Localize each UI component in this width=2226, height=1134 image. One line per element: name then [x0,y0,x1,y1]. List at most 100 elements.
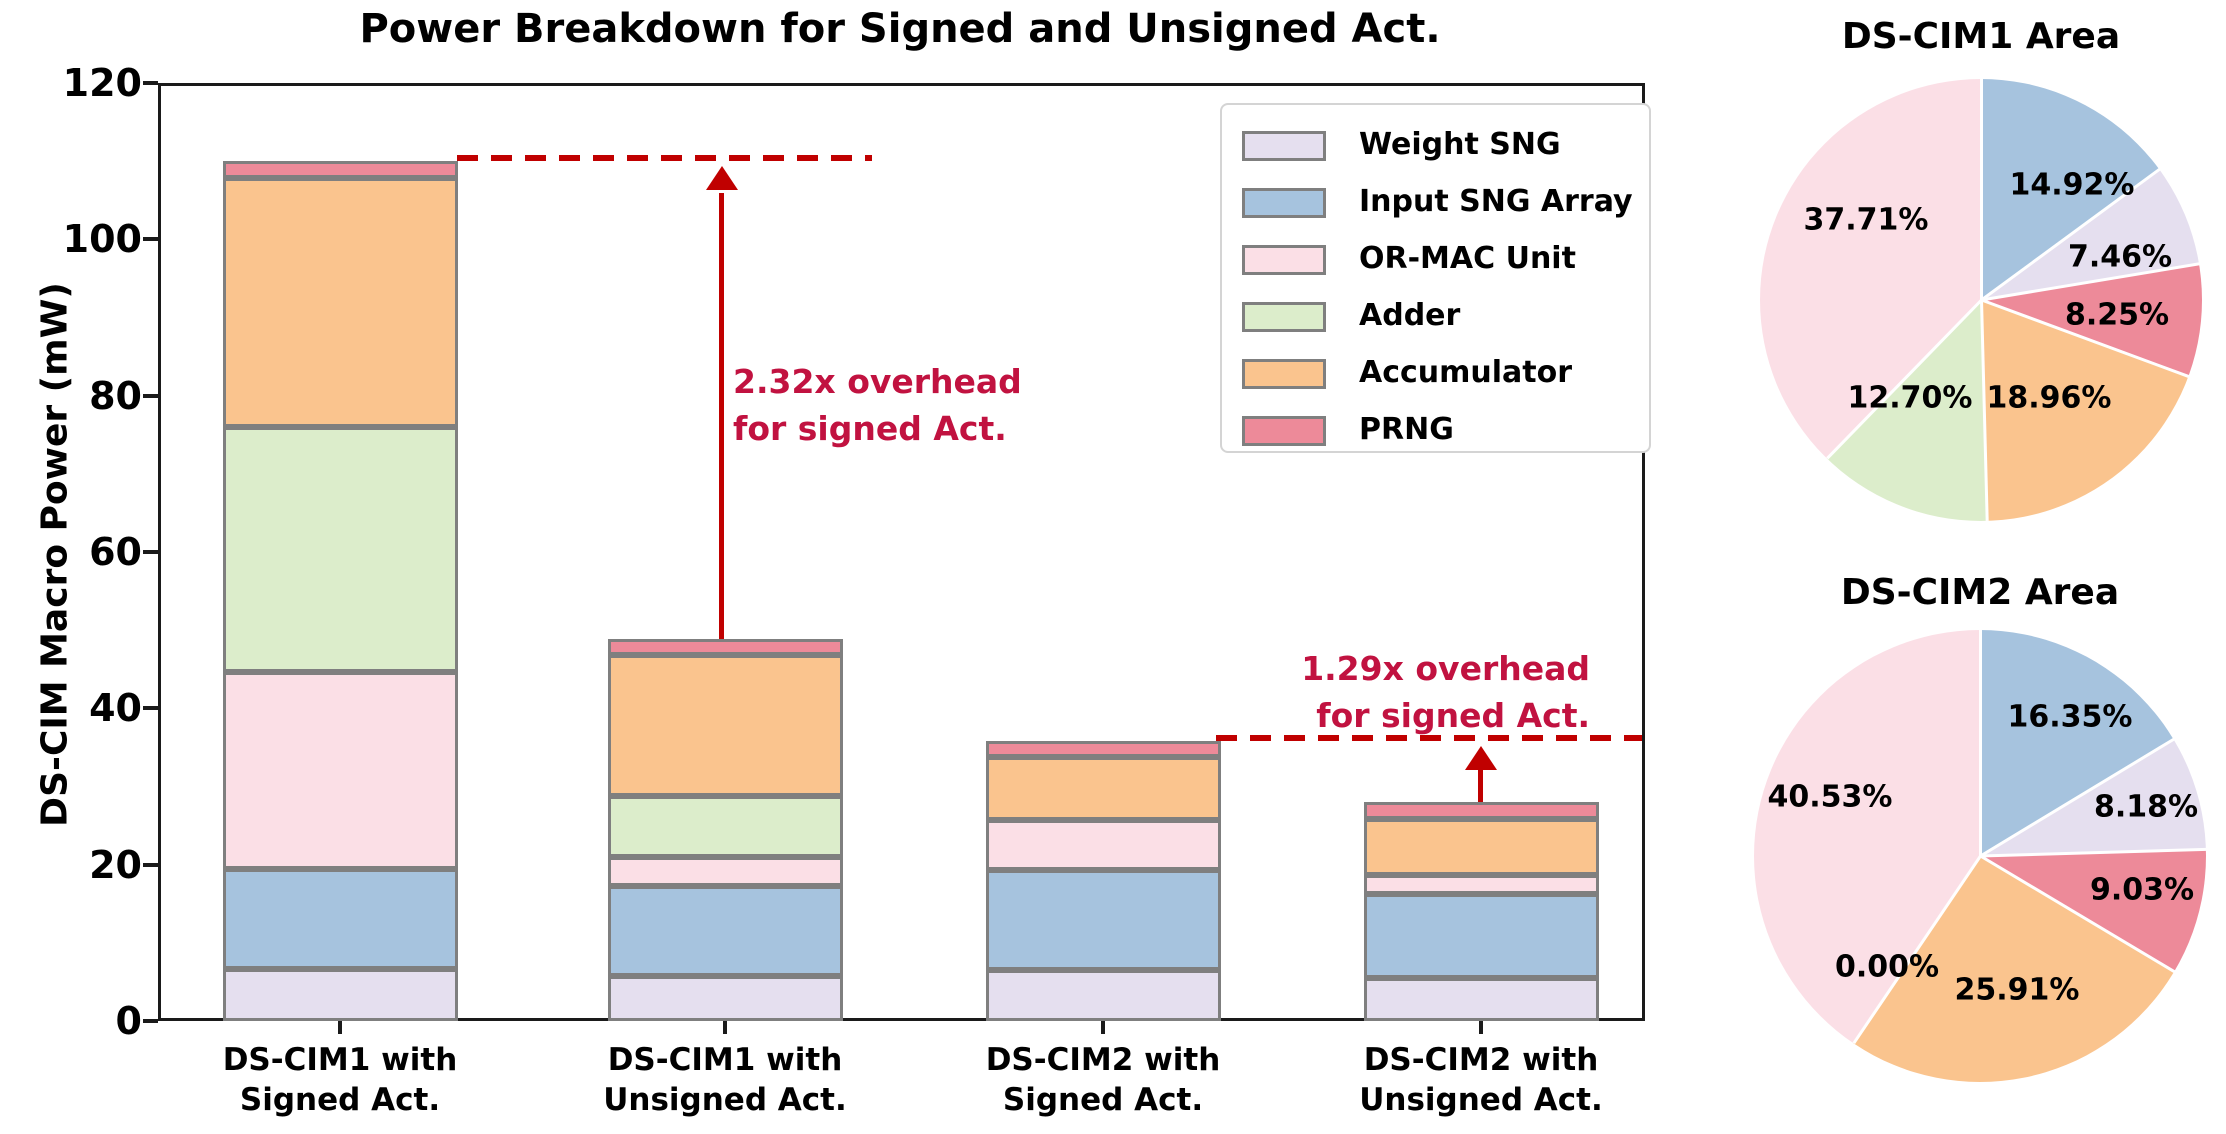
pie-percent-label: 25.91% [1954,972,2080,1008]
x-tick-label-line: Unsigned Act. [1359,1082,1603,1118]
y-tick-label: 0 [115,999,142,1043]
x-tick-label-line: Signed Act. [239,1082,441,1118]
legend-swatch-accumulator [1242,359,1326,389]
annotation-line: for signed Act. [733,409,1007,448]
legend: Weight SNG Input SNG Array OR-MAC Unit A… [1220,103,1651,453]
x-tick-label-line: DS-CIM1 with [222,1042,458,1078]
pie-percent-label: 14.92% [2009,167,2135,203]
pie-chart-ds-cim1-area: 14.92% 7.46% 8.25% 18.96% 12.70% 37.71% [1760,79,2202,521]
legend-label: Adder [1359,298,1461,333]
annotation-arrow-line-2 [1478,770,1483,802]
bar-segment-weight_sng [222,968,458,1021]
legend-swatch-prng [1242,416,1326,446]
y-tick-label: 40 [89,686,142,731]
annotation-line: 1.29x overhead [1301,649,1590,688]
bar-segment-or_mac [607,856,843,886]
legend-swatch-adder [1242,302,1326,332]
bar-segment-accumulator [1363,819,1599,875]
bar-segment-adder [222,426,458,673]
pie-percent-label: 9.03% [2089,872,2195,908]
legend-swatch-weight-sng [1242,131,1326,161]
pie-slice-separator [1825,298,1983,460]
x-tick-mark [1479,1021,1483,1034]
legend-label: Accumulator [1359,355,1573,390]
legend-item: OR-MAC Unit [1222,231,1649,289]
y-tick-label: 120 [62,61,142,105]
bar-segment-prng [985,741,1221,757]
legend-swatch-input-sng [1242,188,1326,218]
annotation-arrow-line-1 [719,193,724,639]
pie-percent-label: 40.53% [1767,779,1893,815]
x-tick-label: DS-CIM1 with Signed Act. [170,1040,510,1120]
x-tick-label-line: DS-CIM2 with [985,1042,1221,1078]
bar-segment-accumulator [985,756,1221,821]
legend-label: Input SNG Array [1359,184,1633,219]
pie-chart-ds-cim2-area: 16.35% 8.18% 9.03% 25.91% 0.00% 40.53% [1754,630,2206,1082]
x-tick-label: DS-CIM1 with Unsigned Act. [555,1040,895,1120]
pie-percent-label: 8.18% [2093,789,2199,825]
pie-percent-label: 16.35% [2007,699,2133,735]
arrow-up-icon-2 [1465,746,1497,770]
y-tick-label: 100 [62,217,142,262]
legend-swatch-or-mac [1242,245,1326,275]
bar-segment-input_sng [607,885,843,977]
pie-percent-label: 8.25% [2064,297,2170,333]
plot-area [158,83,1645,1021]
pie-slice-separator [1979,79,1983,300]
legend-label: OR-MAC Unit [1359,241,1576,276]
pie-percent-label: 12.70% [1847,380,1973,416]
y-tick-mark [143,237,158,242]
pie-slice-separator [1978,630,1982,856]
y-tick-label: 60 [89,530,142,574]
y-tick-mark [143,706,158,711]
overhead-annotation-1: 2.32x overhead for signed Act. [733,358,1093,452]
x-tick-label-line: DS-CIM1 with [607,1042,843,1078]
bar-segment-prng [222,161,458,179]
bar-segment-prng [607,638,843,656]
x-tick-label: DS-CIM2 with Signed Act. [933,1040,1273,1120]
pie-percent-label: 37.71% [1803,202,1929,238]
annotation-line: for signed Act. [1316,696,1590,735]
legend-item: Weight SNG [1222,117,1649,175]
y-tick-mark [143,1019,158,1023]
y-tick-mark [143,862,158,867]
pie-percent-label: 7.46% [2067,239,2173,275]
legend-item: PRNG [1222,402,1649,460]
y-tick-mark [143,81,158,85]
overhead-annotation-2: 1.29x overhead for signed Act. [1270,645,1590,739]
x-tick-label: DS-CIM2 with Unsigned Act. [1311,1040,1651,1120]
bar-segment-accumulator [222,178,458,427]
pie-percent-label: 0.00% [1834,949,1940,985]
bar-segment-or_mac [1363,874,1599,894]
pie-slice-separator [1979,847,2206,858]
legend-item: Accumulator [1222,345,1649,403]
pie-title-ds-cim2: DS-CIM2 Area [1840,572,2120,613]
dashed-reference-line-2 [1216,735,1642,741]
bar-segment-input_sng [1363,893,1599,978]
bar-segment-or_mac [985,820,1221,871]
pie-title-ds-cim1: DS-CIM1 Area [1841,16,2121,57]
bar-segment-adder [607,795,843,857]
x-tick-label-line: Unsigned Act. [603,1082,847,1118]
x-tick-label-line: DS-CIM2 with [1363,1042,1599,1078]
bar-segment-input_sng [222,868,458,969]
pie-percent-label: 18.96% [1986,380,2112,416]
legend-label: PRNG [1359,412,1454,447]
bar-segment-accumulator [607,655,843,796]
legend-item: Input SNG Array [1222,174,1649,232]
y-tick-label: 80 [89,373,142,418]
bar-segment-weight_sng [985,970,1221,1021]
x-tick-mark [723,1021,727,1034]
y-tick-mark [143,550,158,554]
bar-segment-input_sng [985,870,1221,971]
y-tick-label: 20 [89,842,142,887]
legend-label: Weight SNG [1359,127,1561,162]
bar-segment-or_mac [222,672,458,869]
arrow-up-icon-1 [706,166,738,190]
bar-segment-weight_sng [1363,978,1599,1021]
x-tick-label-line: Signed Act. [1002,1082,1204,1118]
annotation-line: 2.32x overhead [733,362,1022,401]
y-tick-mark [143,393,158,398]
x-tick-mark [1101,1021,1105,1034]
